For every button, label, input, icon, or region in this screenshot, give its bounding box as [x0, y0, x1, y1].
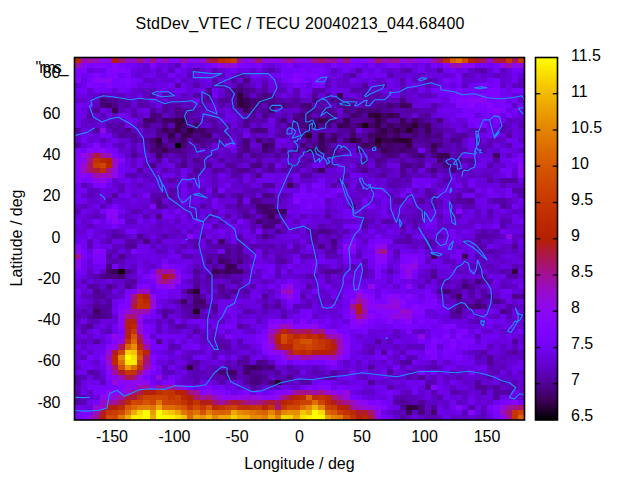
- svg-text:8: 8: [571, 299, 580, 316]
- svg-text:8.5: 8.5: [571, 263, 593, 280]
- svg-text:60: 60: [43, 105, 61, 122]
- svg-text:0: 0: [295, 428, 304, 445]
- svg-text:80: 80: [43, 64, 61, 81]
- svg-text:-60: -60: [37, 352, 60, 369]
- svg-text:StdDev_VTEC / TECU 20040213_04: StdDev_VTEC / TECU 20040213_044.68400: [136, 15, 465, 33]
- svg-text:-150: -150: [96, 428, 128, 445]
- svg-text:100: 100: [411, 428, 438, 445]
- svg-text:10.5: 10.5: [571, 119, 602, 136]
- svg-text:-20: -20: [37, 270, 60, 287]
- svg-text:20: 20: [43, 187, 61, 204]
- svg-text:Longitude / deg: Longitude / deg: [244, 455, 354, 472]
- svg-text:10: 10: [571, 155, 589, 172]
- svg-text:7.5: 7.5: [571, 335, 593, 352]
- svg-text:11: 11: [571, 83, 588, 100]
- svg-text:-50: -50: [225, 428, 248, 445]
- svg-text:7: 7: [571, 371, 580, 388]
- svg-text:0: 0: [52, 229, 61, 246]
- svg-text:11.5: 11.5: [571, 47, 601, 64]
- svg-text:-40: -40: [37, 311, 60, 328]
- svg-text:150: 150: [474, 428, 501, 445]
- svg-text:9.5: 9.5: [571, 191, 593, 208]
- svg-text:40: 40: [43, 146, 61, 163]
- svg-text:6.5: 6.5: [571, 407, 593, 424]
- svg-text:50: 50: [353, 428, 371, 445]
- svg-text:-80: -80: [37, 394, 60, 411]
- svg-text:Latitude / deg: Latitude / deg: [8, 190, 25, 287]
- svg-text:-100: -100: [158, 428, 190, 445]
- svg-text:9: 9: [571, 227, 580, 244]
